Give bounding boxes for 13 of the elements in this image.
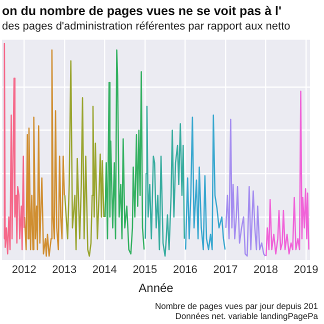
text: Données net. variable landingPagePa <box>174 311 318 321</box>
text: Nombre de pages vues par jour depuis 201 <box>154 301 318 311</box>
x-tick-label: 2016 <box>172 264 198 276</box>
x-tick-label: 2019 <box>294 264 318 276</box>
x-tick-label: 2013 <box>52 264 77 276</box>
x-axis-title: Année <box>138 281 174 296</box>
chart-subtitle: des pages d'administration référentes par rapport aux netto <box>2 20 290 33</box>
x-tick-label: 2018 <box>253 264 278 276</box>
x-tick-label: 2014 <box>92 264 117 276</box>
x-tick-label: 2012 <box>12 264 36 276</box>
x-tick-label: 2015 <box>132 264 158 276</box>
x-tick-label: 2017 <box>213 264 238 276</box>
chart-title: on du nombre de pages vues ne se voit pas à l' <box>2 4 282 18</box>
